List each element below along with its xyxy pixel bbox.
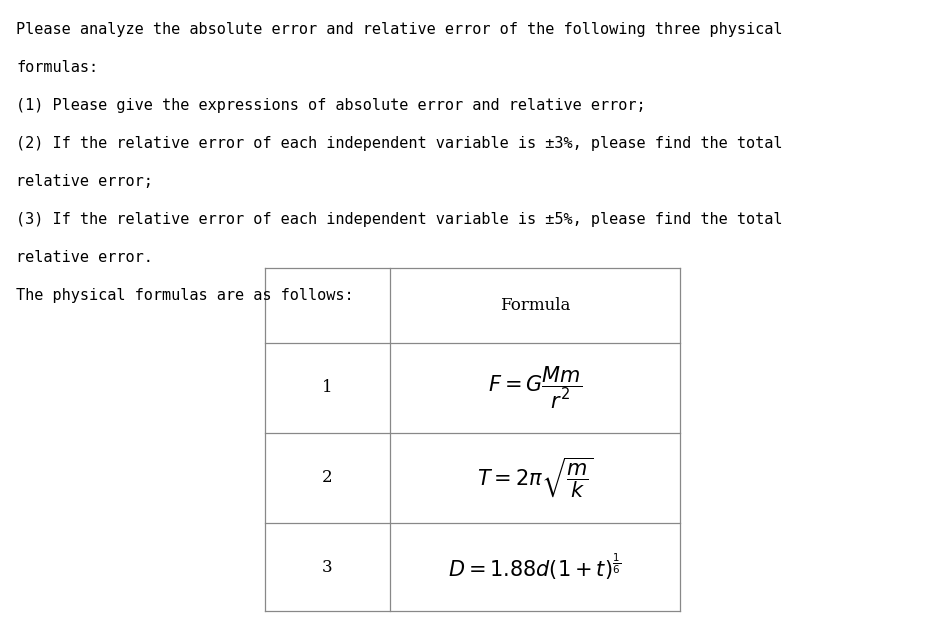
Text: relative error.: relative error. [16, 250, 153, 265]
Text: (3) If the relative error of each independent variable is ±5%, please find the t: (3) If the relative error of each indepe… [16, 212, 782, 227]
Text: 3: 3 [322, 558, 333, 575]
Text: (2) If the relative error of each independent variable is ±3%, please find the t: (2) If the relative error of each indepe… [16, 136, 782, 151]
Text: Formula: Formula [500, 297, 570, 314]
Text: Please analyze the absolute error and relative error of the following three phys: Please analyze the absolute error and re… [16, 22, 782, 37]
Text: $D = 1.88d\left(1+t\right)^{\frac{1}{6}}$: $D = 1.88d\left(1+t\right)^{\frac{1}{6}}… [448, 552, 622, 582]
Text: (1) Please give the expressions of absolute error and relative error;: (1) Please give the expressions of absol… [16, 98, 645, 113]
Text: relative error;: relative error; [16, 174, 153, 189]
Text: 1: 1 [322, 379, 333, 396]
Text: $F = G\dfrac{Mm}{r^2}$: $F = G\dfrac{Mm}{r^2}$ [488, 365, 582, 411]
Text: $T = 2\pi\sqrt{\dfrac{m}{k}}$: $T = 2\pi\sqrt{\dfrac{m}{k}}$ [477, 456, 594, 500]
Text: 2: 2 [322, 469, 333, 487]
Text: The physical formulas are as follows:: The physical formulas are as follows: [16, 288, 354, 303]
Text: formulas:: formulas: [16, 60, 98, 75]
